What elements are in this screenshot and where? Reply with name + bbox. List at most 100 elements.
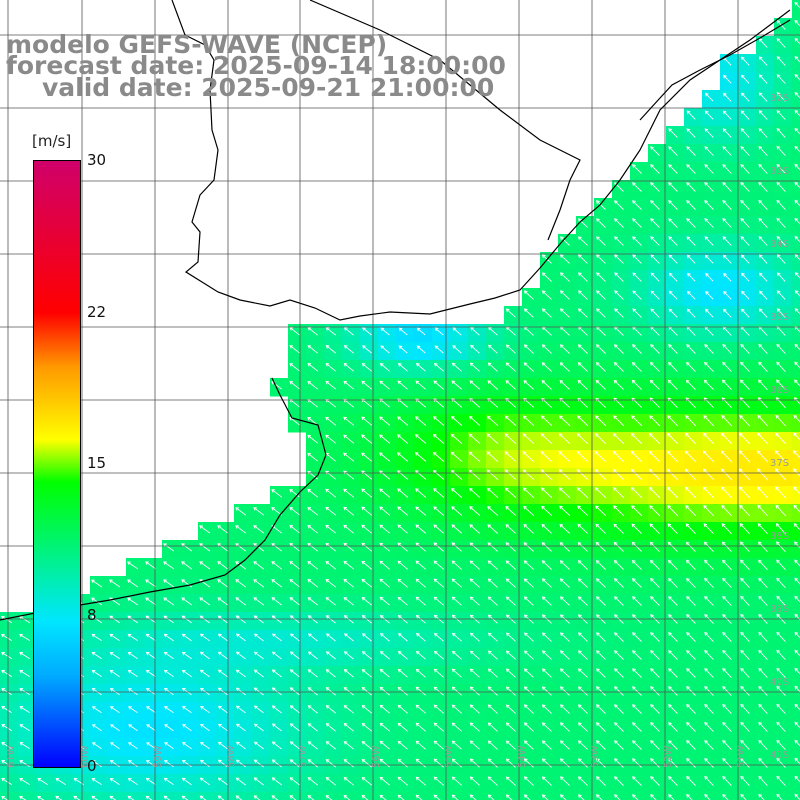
wind-arrow [559,523,571,534]
wind-arrow [722,703,732,714]
wind-arrow [702,468,715,481]
wind-arrow [271,561,283,570]
wind-arrow [200,759,210,768]
speed-cell [720,792,739,800]
wind-arrow [361,560,372,570]
wind-arrow [416,345,426,354]
wind-arrow [740,703,750,714]
wind-arrow [650,668,660,678]
wind-arrow [289,669,300,678]
wind-arrow [469,650,480,660]
latitude-label: 38S [770,531,789,542]
wind-arrow [109,670,120,678]
speed-cell [792,648,800,667]
wind-arrow [614,722,624,732]
wind-arrow [343,596,354,606]
wind-arrow [722,164,732,174]
speed-cell [792,630,800,649]
wind-arrow [523,686,534,696]
wind-arrow [271,651,282,660]
wind-arrow [705,272,714,282]
wind-arrow [505,560,516,570]
wind-arrow [505,344,516,354]
wind-arrow [776,181,786,192]
wind-arrow [704,721,714,732]
wind-arrow [758,361,768,373]
wind-arrow [578,272,588,282]
wind-arrow [19,742,30,750]
wind-arrow [614,704,624,714]
wind-arrow [632,344,642,354]
wind-arrow [505,776,516,786]
wind-arrow [686,668,696,678]
wind-arrow [289,723,300,732]
wind-arrow [217,651,228,660]
wind-arrow [307,452,319,462]
wind-arrow [596,236,606,246]
wind-arrow [722,182,732,192]
wind-arrow [433,758,444,768]
wind-arrow [793,414,800,423]
speed-cell [792,612,800,631]
wind-arrow [775,523,786,535]
wind-arrow [741,56,750,66]
wind-arrow [794,254,800,261]
wind-arrow [794,73,800,81]
wind-arrow [505,722,516,732]
wind-arrow [379,722,390,732]
wind-arrow [559,308,570,318]
wind-arrow [775,468,787,481]
wind-arrow [19,652,31,660]
wind-arrow [686,164,696,174]
speed-cell [360,792,379,800]
wind-arrow [343,651,354,660]
wind-arrow [361,524,373,534]
wind-arrow [325,542,337,552]
wind-arrow [631,523,643,535]
wind-arrow [433,740,444,750]
speed-cell [252,792,271,800]
wind-arrow [307,327,318,336]
wind-arrow [758,110,768,120]
wind-arrow [361,380,373,390]
wind-arrow [218,705,228,714]
speed-cell [666,792,685,800]
wind-arrow [1,670,13,678]
wind-arrow [451,740,462,750]
wind-arrow [668,776,678,786]
wind-arrow [775,486,787,499]
wind-arrow [558,415,571,427]
wind-arrow [343,669,354,678]
speed-cell [378,792,397,800]
wind-arrow [740,110,750,120]
wind-arrow [614,794,621,800]
wind-arrow [343,362,354,372]
wind-arrow [612,450,625,463]
wind-arrow [559,704,570,714]
speed-cell [126,792,145,800]
wind-arrow [235,561,247,570]
wind-arrow [614,776,624,786]
wind-arrow [722,631,732,642]
wind-arrow [632,794,639,800]
wind-arrow [343,452,355,462]
wind-arrow [757,504,769,517]
wind-arrow [594,469,607,481]
wind-arrow [235,759,246,768]
wind-arrow [379,380,390,390]
wind-arrow [415,650,426,660]
wind-arrow [505,505,517,516]
wind-arrow [361,363,372,372]
wind-arrow [648,468,661,481]
wind-arrow [776,199,786,210]
wind-arrow [794,721,800,729]
wind-arrow [723,92,732,102]
wind-arrow [541,578,552,588]
speed-cell [324,792,343,800]
speed-cell [792,288,800,307]
wind-arrow [794,217,800,225]
wind-arrow [722,146,732,156]
wind-arrow [271,615,282,624]
wind-arrow [523,542,535,552]
